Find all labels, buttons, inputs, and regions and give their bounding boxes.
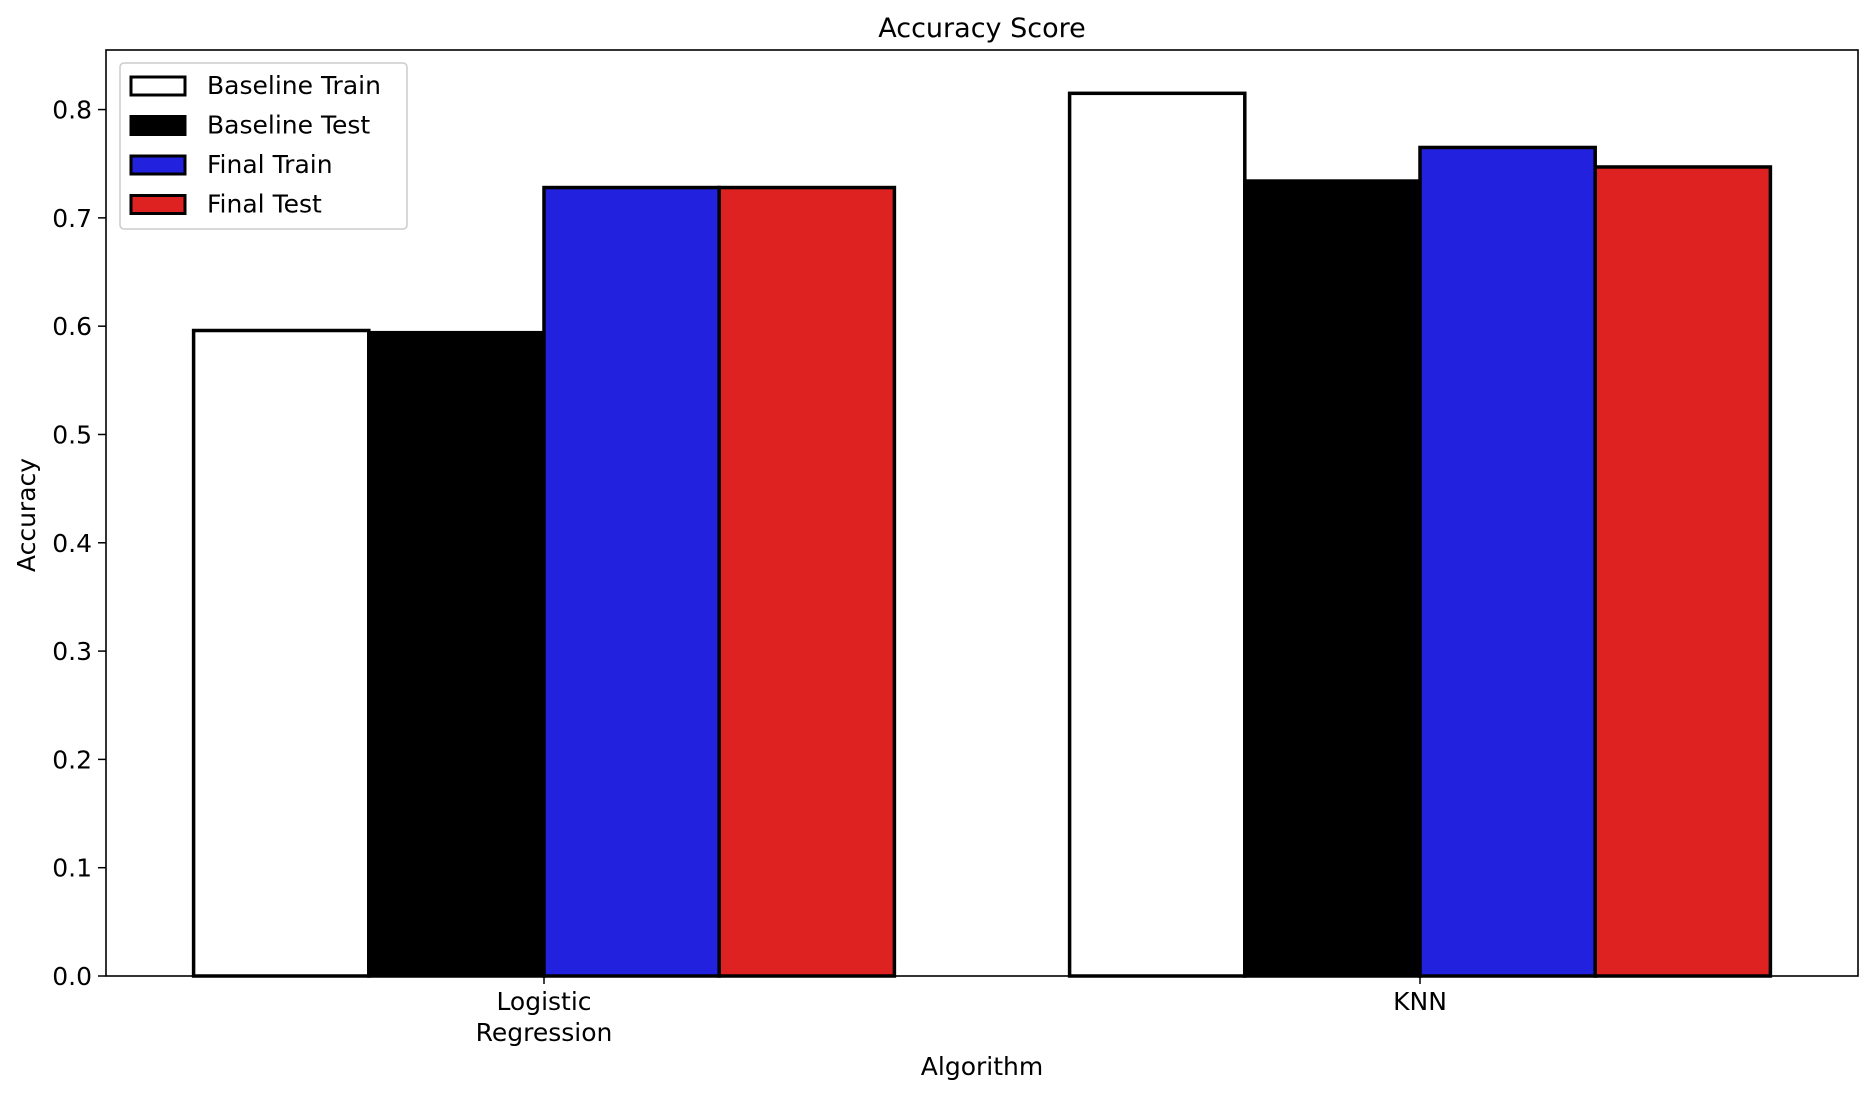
- y-tick-label: 0.5: [52, 420, 92, 449]
- bar-baseline-test-0: [367, 330, 546, 978]
- legend-label: Final Train: [207, 150, 333, 179]
- x-tick-label: Logistic Regression: [476, 987, 613, 1047]
- legend-label: Baseline Test: [207, 111, 370, 140]
- bar-final-train-0: [542, 185, 721, 978]
- legend-swatch-baseline-test: [129, 115, 187, 136]
- plot-frame: [105, 49, 1859, 977]
- x-tick-label: KNN: [1393, 987, 1447, 1016]
- y-tick-label: 0.8: [52, 96, 92, 125]
- bar-final-test-0: [717, 185, 897, 978]
- legend-label: Final Test: [207, 190, 322, 219]
- y-axis-ticks: 0.0 0.1 0.2 0.3 0.4 0.5 0.6 0.7 0.8: [52, 96, 106, 991]
- y-tick-label: 0.3: [52, 637, 92, 666]
- legend-swatch-final-test: [129, 194, 187, 215]
- y-tick-label: 0.2: [52, 745, 92, 774]
- y-tick-label: 0.7: [52, 204, 92, 233]
- bar-baseline-train-1: [1067, 91, 1247, 978]
- x-axis-ticks: Logistic Regression KNN: [476, 976, 1447, 1047]
- x-axis-label: Algorithm: [921, 1052, 1043, 1081]
- y-tick-label: 0.6: [52, 312, 92, 341]
- bar-final-test-1: [1593, 165, 1773, 978]
- y-axis-label: Accuracy: [12, 458, 41, 572]
- bar-final-train-1: [1418, 145, 1597, 978]
- legend-frame: [119, 62, 408, 230]
- bars-layer: [191, 91, 1773, 978]
- legend: Baseline Train Baseline Test Final Train Fi…: [119, 62, 408, 230]
- y-tick-label: 0.1: [52, 854, 92, 883]
- y-tick-label: 0.0: [52, 962, 92, 991]
- y-tick-label: 0.4: [52, 529, 92, 558]
- chart-title: Accuracy Score: [878, 13, 1085, 44]
- bar-baseline-train-0: [191, 328, 371, 978]
- legend-label: Baseline Train: [207, 71, 381, 100]
- bar-baseline-test-1: [1243, 179, 1422, 978]
- legend-swatch-final-train: [129, 154, 187, 176]
- legend-swatch-baseline-train: [129, 75, 187, 97]
